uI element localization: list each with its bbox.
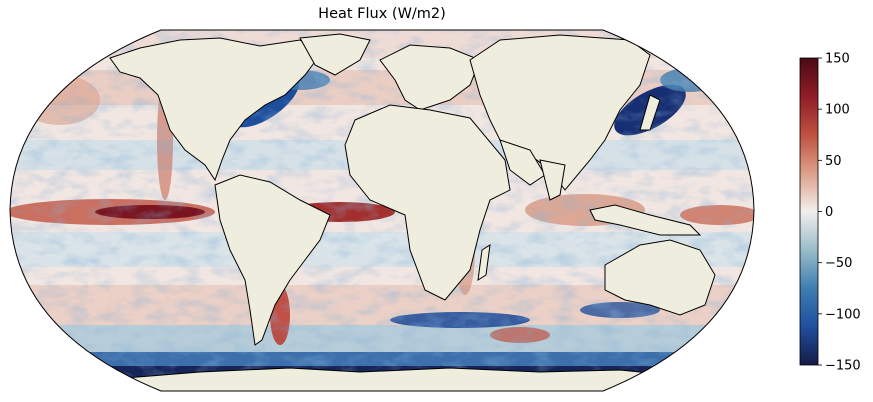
colorbar-tick-label: −50 <box>825 256 852 271</box>
map-frame <box>9 29 755 392</box>
colorbar-tick-label: 50 <box>825 154 842 169</box>
colorbar: 150 100 50 0 −50 −100 −150 <box>799 52 861 374</box>
world-map <box>9 29 755 392</box>
colorbar-tick-label: 0 <box>825 205 833 220</box>
colorbar-tick-label: −100 <box>825 307 861 322</box>
land <box>10 33 754 391</box>
colorbar-tick-label: −150 <box>825 359 861 374</box>
ocean-field <box>10 30 754 391</box>
colorbar-tick-label: 100 <box>825 103 850 118</box>
map-title: Heat Flux (W/m2) <box>318 6 446 22</box>
colorbar-gradient <box>799 57 819 366</box>
colorbar-tick-label: 150 <box>825 52 850 67</box>
